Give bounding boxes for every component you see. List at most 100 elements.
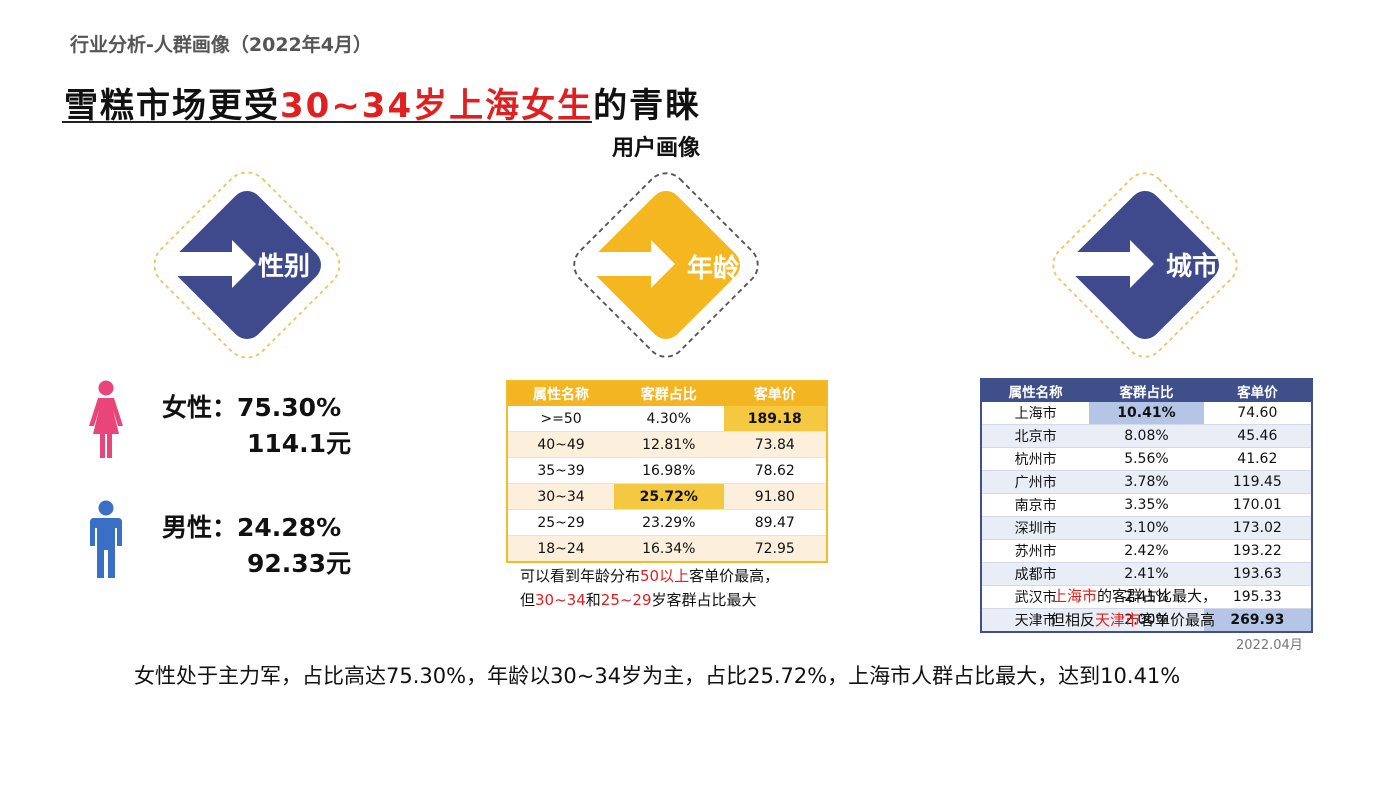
title-prefix: 雪糕市场更受 <box>64 86 280 126</box>
table-cell: 35~39 <box>507 457 615 484</box>
table-cell: 上海市 <box>981 402 1090 425</box>
gender-diamond: 性别 <box>142 160 352 370</box>
table-row: 成都市 2.41% 193.63 <box>981 562 1312 586</box>
table-cell: 16.34% <box>614 535 724 563</box>
title-highlight: 30~34岁上海女生 <box>280 86 594 126</box>
table-row: 25~29 23.29% 89.47 <box>507 509 827 536</box>
table-cell: 173.02 <box>1203 516 1312 540</box>
note-text: 但相反 <box>1050 611 1096 629</box>
note-text: 和 <box>585 591 601 609</box>
note-highlight: 天津市 <box>1095 611 1141 629</box>
table-cell: 40~49 <box>507 431 615 458</box>
note-text: 客单价最高， <box>689 567 780 585</box>
arrow-right-icon <box>1060 240 1154 288</box>
table-cell: 170.01 <box>1203 493 1312 517</box>
age-table: 属性名称 客群占比 客单价 >=50 4.30% 189.18 40~49 12… <box>506 380 828 563</box>
table-cell: 12.81% <box>614 431 724 458</box>
table-cell: 成都市 <box>981 562 1090 586</box>
arrow-right-icon <box>581 240 675 288</box>
female-price: 114.1元 <box>247 429 352 458</box>
table-cell: 119.45 <box>1203 470 1312 494</box>
table-cell: 45.46 <box>1203 424 1312 448</box>
table-cell: 3.78% <box>1089 470 1204 494</box>
female-person-icon <box>89 380 123 458</box>
table-row: 18~24 16.34% 72.95 <box>507 535 827 563</box>
table-cell: 2.41% <box>1089 585 1204 609</box>
note-text: 的客群占比最大， <box>1097 587 1218 605</box>
table-cell: 武汉市 <box>981 585 1090 609</box>
table-row: 40~49 12.81% 73.84 <box>507 431 827 458</box>
title-suffix: 的青睐 <box>593 86 702 126</box>
table-cell: 南京市 <box>981 493 1090 517</box>
page-title: 雪糕市场更受30~34岁上海女生的青睐 <box>64 78 701 127</box>
table-cell: 74.60 <box>1203 402 1312 425</box>
table-cell: 73.84 <box>723 431 827 458</box>
age-diamond: 年龄 <box>561 160 771 370</box>
column-header: 客群占比 <box>1089 379 1204 402</box>
date-label: 2022.04月 <box>1236 638 1303 653</box>
table-header-row: 属性名称 客群占比 客单价 <box>507 381 827 406</box>
table-cell: 3.35% <box>1089 493 1204 517</box>
table-cell: 2.41% <box>1089 562 1204 586</box>
note-text: 客单价最高 <box>1140 611 1216 629</box>
table-cell: 25~29 <box>507 509 615 536</box>
table-row: 深圳市 3.10% 173.02 <box>981 516 1312 540</box>
age-note: 可以看到年龄分布50以上客单价最高， 但30~34和25~29岁客群占比最大 <box>520 564 779 612</box>
table-row: 广州市 3.78% 119.45 <box>981 470 1312 494</box>
table-cell: 78.62 <box>723 457 827 484</box>
column-header: 客群占比 <box>614 381 724 406</box>
table-cell: 2.42% <box>1089 539 1204 563</box>
note-text: 岁客群占比最大 <box>651 591 757 609</box>
table-cell: 5.56% <box>1089 447 1204 471</box>
table-cell: 广州市 <box>981 470 1090 494</box>
table-cell: 72.95 <box>723 535 827 563</box>
table-cell: 苏州市 <box>981 539 1090 563</box>
diamond-shape <box>1052 172 1238 358</box>
male-share: 男性：24.28% <box>162 513 342 542</box>
note-highlight: 25~29 <box>600 591 652 609</box>
subheading: 用户画像 <box>612 136 701 161</box>
note-text: 但 <box>520 591 536 609</box>
city-diamond: 城市 <box>1040 160 1250 370</box>
table-row: >=50 4.30% 189.18 <box>507 406 827 432</box>
table-row: 苏州市 2.42% 193.22 <box>981 539 1312 563</box>
diamond-label-city: 城市 <box>1166 252 1219 282</box>
table-cell: >=50 <box>507 406 615 432</box>
diamond-shape <box>573 172 759 358</box>
table-cell-highlight: 269.93 <box>1203 608 1312 633</box>
table-row: 北京市 8.08% 45.46 <box>981 424 1312 448</box>
table-row: 南京市 3.35% 170.01 <box>981 493 1312 517</box>
table-cell: 195.33 <box>1203 585 1312 609</box>
section-header: 行业分析-人群画像（2022年4月） <box>70 34 372 56</box>
table-row: 35~39 16.98% 78.62 <box>507 457 827 484</box>
table-cell: 16.98% <box>614 457 724 484</box>
note-highlight: 50以上 <box>640 567 690 585</box>
note-highlight: 30~34 <box>535 591 586 609</box>
note-text: 可以看到年龄分布 <box>520 567 641 585</box>
table-cell: 18~24 <box>507 535 615 563</box>
diamond-shape <box>153 171 341 359</box>
table-cell: 天津市 <box>981 608 1090 633</box>
table-cell-highlight: 10.41% <box>1089 402 1204 425</box>
table-cell: 30~34 <box>507 483 615 510</box>
table-cell: 2.00% <box>1089 608 1204 633</box>
table-row: 武汉市 2.41% 195.33 <box>981 585 1312 609</box>
table-cell: 3.10% <box>1089 516 1204 540</box>
table-cell: 23.29% <box>614 509 724 536</box>
table-cell: 北京市 <box>981 424 1090 448</box>
column-header: 客单价 <box>723 381 827 406</box>
note-highlight: 上海市 <box>1052 587 1098 605</box>
table-cell: 193.22 <box>1203 539 1312 563</box>
column-header: 属性名称 <box>507 381 615 406</box>
diamond-label-age: 年龄 <box>687 254 740 284</box>
table-row: 天津市 2.00% 269.93 <box>981 608 1312 633</box>
table-cell-highlight: 189.18 <box>723 406 827 432</box>
table-cell: 193.63 <box>1203 562 1312 586</box>
diamond-label-gender: 性别 <box>258 252 311 282</box>
city-table: 属性名称 客群占比 客单价 上海市 10.41% 74.60 北京市 8.08%… <box>980 378 1313 633</box>
table-header-row: 属性名称 客群占比 客单价 <box>981 379 1312 402</box>
table-cell: 91.80 <box>723 483 827 510</box>
table-cell-highlight: 25.72% <box>614 483 724 510</box>
city-note: 上海市的客群占比最大， 但相反天津市客单价最高 <box>1050 584 1217 632</box>
table-cell: 8.08% <box>1089 424 1204 448</box>
